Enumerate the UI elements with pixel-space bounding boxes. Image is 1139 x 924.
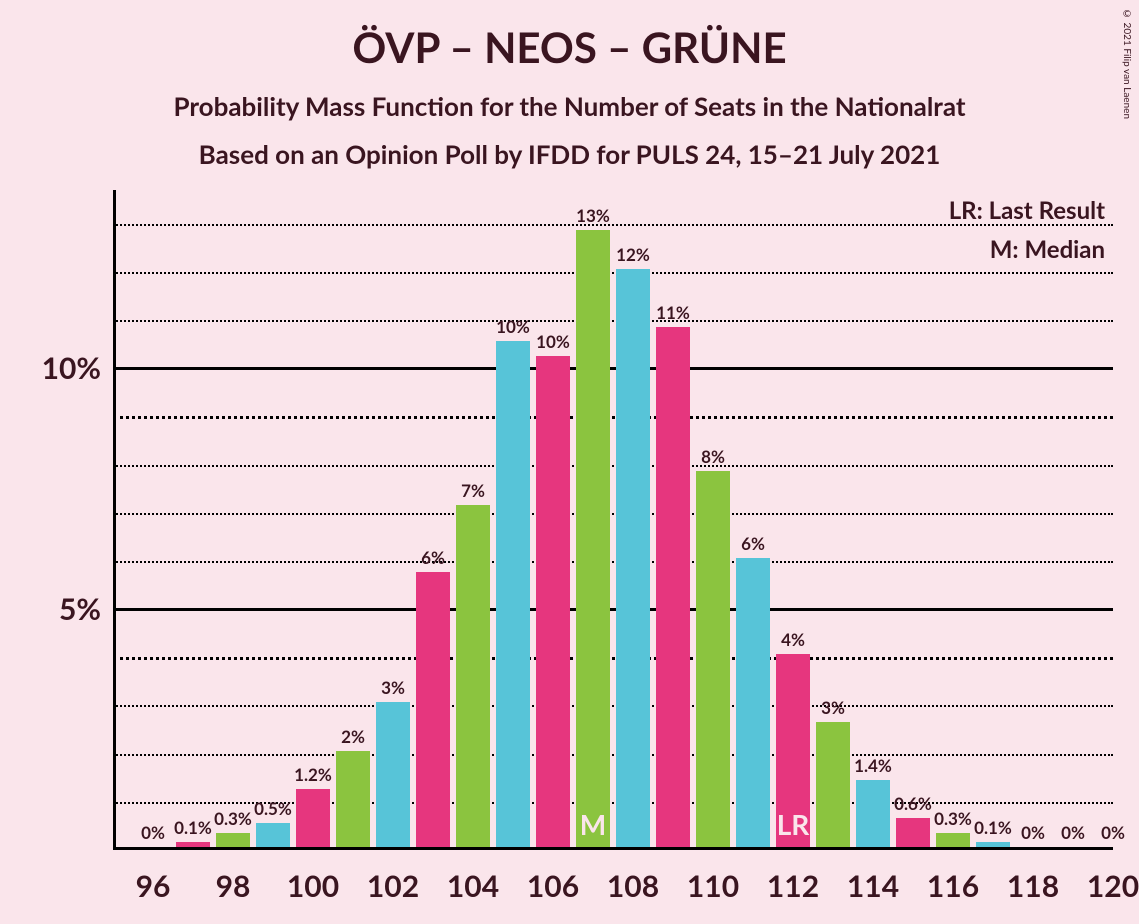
x-tick-label: 98 (216, 850, 251, 904)
bar: 0.5% (256, 823, 290, 847)
bar-value-label: 0.3% (214, 808, 252, 833)
x-tick-label: 112 (767, 850, 819, 904)
bar: 0.3% (216, 833, 250, 847)
bar: 2% (336, 751, 370, 847)
x-tick-label: 118 (1007, 850, 1059, 904)
x-tick-label: 114 (847, 850, 899, 904)
bar: 6% (736, 558, 770, 847)
bar: 12% (616, 269, 650, 847)
bar-value-label: 0.1% (174, 817, 212, 842)
gridline-minor (113, 513, 1113, 515)
bar: 3% (816, 722, 850, 847)
bar-value-label: 3% (381, 677, 405, 702)
gridline-minor (113, 657, 1113, 660)
bar: 0.6% (896, 818, 930, 847)
bar: 1.2% (296, 789, 330, 847)
bar-value-label: 0% (1101, 822, 1125, 847)
gridline-minor (113, 754, 1113, 756)
bar-value-label: 0.6% (894, 793, 932, 818)
gridline-minor (113, 561, 1113, 563)
bar-value-label: 0.3% (934, 808, 972, 833)
x-tick-label: 96 (136, 850, 171, 904)
bar: 8% (696, 471, 730, 847)
gridline-minor (113, 320, 1113, 322)
x-tick-label: 116 (927, 850, 979, 904)
bar: 6% (416, 572, 450, 847)
x-tick-label: 100 (287, 850, 339, 904)
bar-value-label: 11% (656, 302, 690, 327)
bar-value-label: 7% (461, 480, 485, 505)
chart-subtitle-2: Based on an Opinion Poll by IFDD for PUL… (0, 138, 1139, 170)
bar-marker-label: LR (777, 807, 810, 841)
bar: 7% (456, 505, 490, 847)
bar-value-label: 0% (1061, 822, 1085, 847)
bar-marker-label: M (580, 807, 606, 841)
bar: 0.3% (936, 833, 970, 847)
bar-value-label: 3% (821, 697, 845, 722)
x-tick-label: 104 (447, 850, 499, 904)
bar-value-label: 10% (496, 316, 530, 341)
x-tick-label: 110 (687, 850, 739, 904)
chart-title: ÖVP – NEOS – GRÜNE (0, 0, 1139, 72)
gridline-minor (113, 465, 1113, 467)
chart-legend: LR: Last Result M: Median (949, 196, 1105, 274)
bar-value-label: 8% (701, 446, 725, 471)
bar-value-label: 13% (576, 205, 610, 230)
legend-m: M: Median (949, 235, 1105, 264)
x-axis (113, 847, 1113, 850)
gridline-minor (113, 224, 1113, 226)
gridline-major (113, 367, 1113, 370)
bar: 4%LR (776, 654, 810, 847)
bar-value-label: 0.1% (974, 817, 1012, 842)
bar-value-label: 0% (1021, 822, 1045, 847)
bar-value-label: 6% (741, 533, 765, 558)
y-axis (113, 190, 116, 850)
bar: 10% (496, 341, 530, 847)
bar: 1.4% (856, 780, 890, 847)
bar-value-label: 2% (341, 726, 365, 751)
x-tick-label: 108 (607, 850, 659, 904)
x-tick-label: 106 (527, 850, 579, 904)
bar: 10% (536, 356, 570, 847)
x-tick-label: 102 (367, 850, 419, 904)
gridline-minor (113, 272, 1113, 274)
bar: 3% (376, 702, 410, 847)
bar-value-label: 10% (536, 331, 570, 356)
bar-value-label: 1.4% (854, 755, 892, 780)
gridline-minor (113, 705, 1113, 707)
bar-value-label: 12% (616, 244, 650, 269)
bar-value-label: 0% (141, 822, 165, 847)
chart-plot-area: LR: Last Result M: Median 5%10%0%0.1%0.3… (113, 190, 1113, 850)
legend-lr: LR: Last Result (949, 196, 1105, 225)
bar-value-label: 1.2% (294, 764, 332, 789)
gridline-major (113, 608, 1113, 611)
bar-value-label: 4% (781, 629, 805, 654)
bar-value-label: 6% (421, 547, 445, 572)
y-tick-label: 10% (42, 350, 113, 386)
gridline-minor (113, 416, 1113, 419)
chart-subtitle-1: Probability Mass Function for the Number… (0, 90, 1139, 122)
x-tick-label: 120 (1087, 850, 1139, 904)
y-tick-label: 5% (59, 591, 113, 627)
bar: 11% (656, 327, 690, 847)
bar-value-label: 0.5% (254, 798, 292, 823)
bar: 13%M (576, 230, 610, 847)
copyright-text: © 2021 Filip van Laenen (1121, 8, 1133, 119)
